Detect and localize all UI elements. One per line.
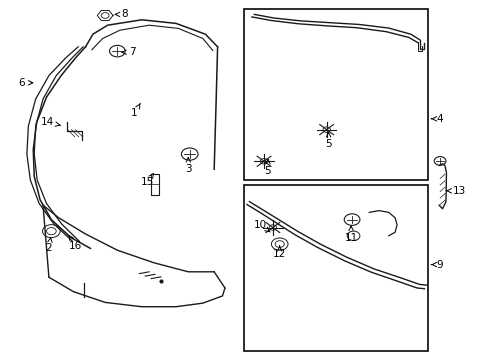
Text: 13: 13 bbox=[446, 186, 466, 196]
Text: 9: 9 bbox=[430, 260, 443, 270]
Text: 5: 5 bbox=[325, 132, 331, 149]
Bar bbox=[244, 185, 427, 351]
Text: 5: 5 bbox=[264, 159, 271, 176]
Text: 1: 1 bbox=[131, 103, 140, 118]
Text: 14: 14 bbox=[41, 117, 60, 127]
Text: 15: 15 bbox=[141, 174, 154, 187]
Text: 12: 12 bbox=[272, 246, 286, 259]
Text: 6: 6 bbox=[19, 78, 33, 88]
Text: 3: 3 bbox=[184, 158, 191, 174]
Text: 10: 10 bbox=[254, 220, 269, 232]
Bar bbox=[244, 9, 427, 180]
Text: 16: 16 bbox=[69, 235, 82, 251]
Text: 4: 4 bbox=[430, 114, 443, 124]
Text: 8: 8 bbox=[115, 9, 128, 19]
Text: 2: 2 bbox=[45, 238, 52, 253]
Text: 11: 11 bbox=[344, 226, 357, 243]
Text: 7: 7 bbox=[122, 47, 135, 57]
